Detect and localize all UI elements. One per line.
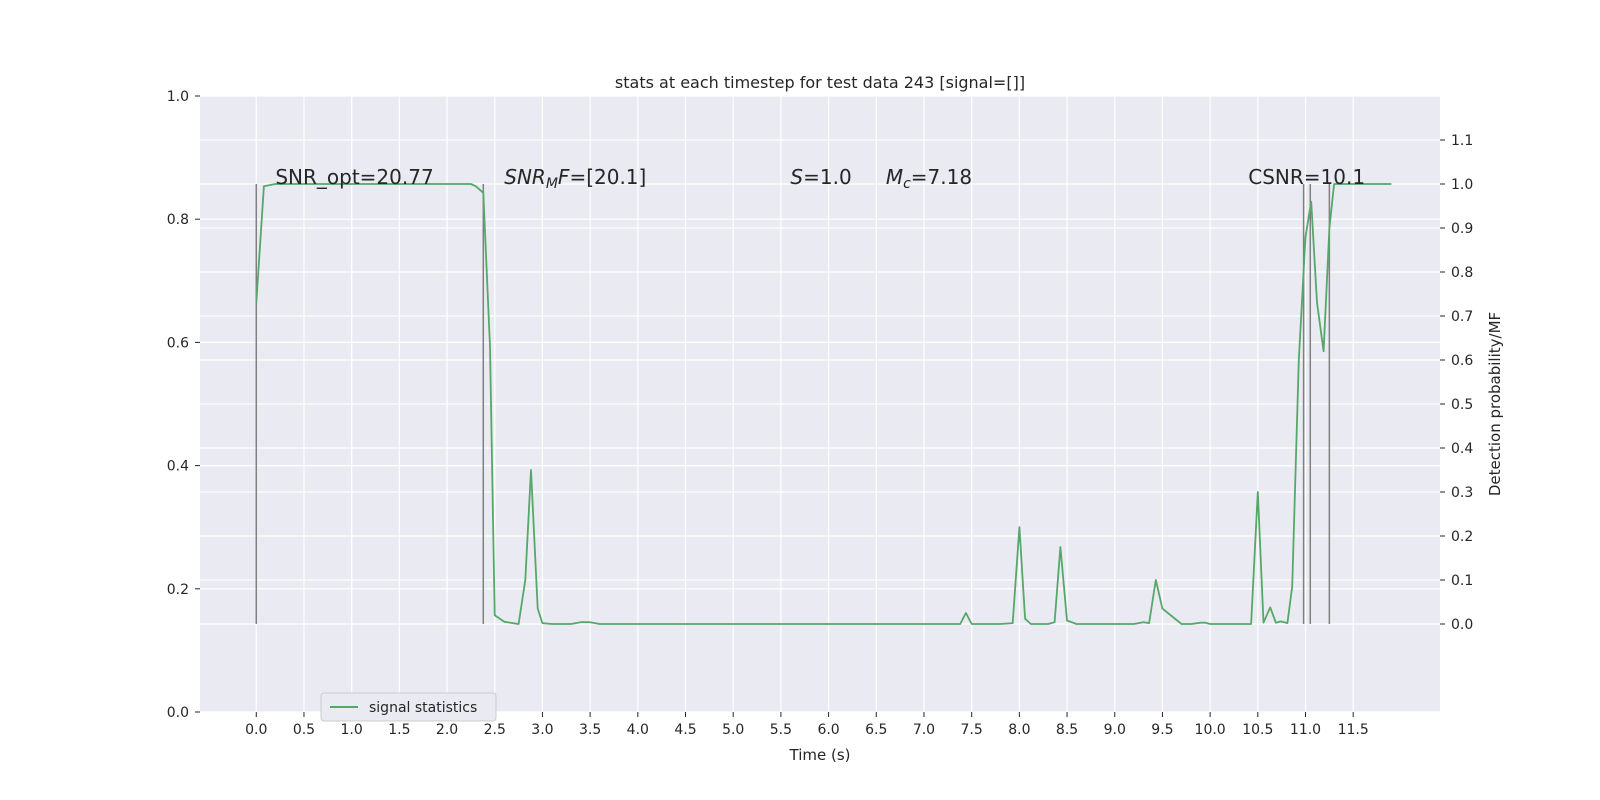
annotation-s-val: S=1.0 (790, 165, 851, 189)
x-tick-label: 4.5 (674, 722, 696, 738)
x-tick-label: 0.0 (245, 722, 267, 738)
left-y-axis-ticks: 0.0 0.2 0.4 0.6 0.8 1.0 (167, 89, 200, 721)
x-tick-label: 3.5 (579, 722, 601, 738)
legend: signal statistics (320, 692, 497, 722)
x-tick-label: 1.0 (341, 722, 363, 738)
yright-tick-label: 0.2 (1451, 529, 1473, 545)
right-y-axis-ticks: 0.0 0.1 0.2 0.3 0.4 0.5 0.6 0.7 0.8 0.9 1.0 1.1 (1440, 133, 1473, 633)
yleft-tick-label: 0.0 (167, 705, 189, 721)
yright-tick-label: 0.7 (1451, 309, 1473, 325)
x-tick-label: 2.0 (436, 722, 458, 738)
legend-box (320, 692, 497, 722)
annotation-snr-mf: SNRMF=[20.1] (504, 165, 646, 192)
x-tick-label: 11.0 (1290, 722, 1321, 738)
yright-tick-label: 0.3 (1451, 485, 1473, 501)
annotation-csnr: CSNR=10.1 (1248, 165, 1365, 189)
x-tick-label: 2.5 (484, 722, 506, 738)
annotations: SNR_opt=20.77 SNRMF=[20.1] S=1.0 Mc=7.18 CSN… (275, 165, 1365, 192)
x-tick-label: 10.5 (1242, 722, 1273, 738)
x-tick-label: 7.0 (913, 722, 935, 738)
yright-tick-label: 0.9 (1451, 221, 1473, 237)
right-y-axis-label: Detection probability/MF (1486, 312, 1504, 496)
yright-tick-label: 0.4 (1451, 441, 1473, 457)
x-tick-label: 4.0 (627, 722, 649, 738)
x-tick-label: 11.5 (1338, 722, 1369, 738)
yleft-tick-label: 0.8 (167, 212, 189, 228)
yleft-tick-label: 0.4 (167, 459, 189, 475)
x-tick-label: 8.5 (1056, 722, 1078, 738)
x-tick-label: 3.0 (531, 722, 553, 738)
yright-tick-label: 0.1 (1451, 573, 1473, 589)
yright-tick-label: 0.5 (1451, 397, 1473, 413)
yright-tick-label: 1.1 (1451, 133, 1473, 149)
yright-tick-label: 1.0 (1451, 177, 1473, 193)
x-tick-label: 8.0 (1008, 722, 1030, 738)
x-tick-label: 7.5 (961, 722, 983, 738)
series-lines (255, 183, 1392, 625)
x-tick-label: 10.0 (1195, 722, 1226, 738)
yleft-tick-label: 0.6 (167, 335, 189, 351)
yleft-tick-label: 1.0 (167, 89, 189, 105)
yright-tick-label: 0.0 (1451, 617, 1473, 633)
annotation-snr-opt: SNR_opt=20.77 (275, 165, 433, 189)
chart-title: stats at each timestep for test data 243… (615, 73, 1025, 92)
x-tick-label: 5.0 (722, 722, 744, 738)
x-tick-label: 9.0 (1104, 722, 1126, 738)
x-tick-label: 0.5 (293, 722, 315, 738)
x-tick-label: 6.0 (817, 722, 839, 738)
yright-tick-label: 0.6 (1451, 353, 1473, 369)
series-line-0 (255, 183, 1392, 625)
x-tick-label: 9.5 (1151, 722, 1173, 738)
x-tick-label: 5.5 (770, 722, 792, 738)
legend-label: signal statistics (369, 700, 477, 716)
x-axis-ticks: 0.0 0.5 1.0 1.5 2.0 2.5 3.0 3.5 4.0 4.5 5.0 5.5 6.0 6… (245, 712, 1369, 738)
x-axis-label: Time (s) (789, 746, 851, 764)
yleft-tick-label: 0.2 (167, 582, 189, 598)
yright-tick-label: 0.8 (1451, 265, 1473, 281)
x-tick-label: 1.5 (388, 722, 410, 738)
x-tick-label: 6.5 (865, 722, 887, 738)
annotation-mc-val: Mc=7.18 (886, 165, 972, 192)
